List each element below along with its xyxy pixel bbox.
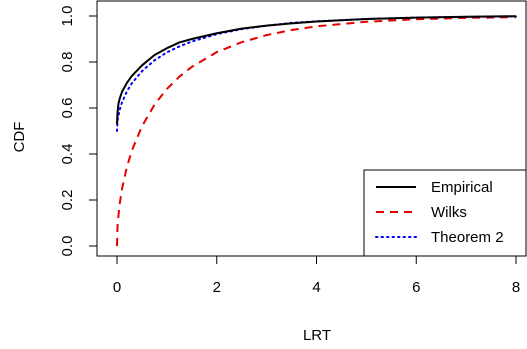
y-axis-title: CDF [11,122,28,153]
legend-label: Theorem 2 [431,229,504,246]
y-tick-label: 0.4 [59,144,76,165]
x-tick-label: 4 [312,279,320,296]
x-tick-label: 0 [113,279,121,296]
series-line-empirical [116,15,517,125]
legend: Empirical Wilks Theorem 2 [363,169,527,257]
y-tick-label: 0.2 [59,190,76,211]
y-tick-label: 0.6 [59,98,76,119]
y-tick-label: 1.0 [59,6,76,27]
series-line-theorem-2 [116,15,517,132]
legend-label: Empirical [431,179,493,196]
x-axis-title: LRT [303,327,331,344]
x-tick-label: 8 [512,279,520,296]
x-axis: 0 2 4 6 8 [113,255,520,296]
series-layer [116,15,517,247]
series-line-wilks [116,16,517,247]
y-tick-label: 0.8 [59,52,76,73]
y-tick-label: 0.0 [59,236,76,257]
y-axis: 0.0 0.2 0.4 0.6 0.8 1.0 [59,6,98,257]
legend-label: Wilks [431,204,467,221]
x-tick-label: 6 [412,279,420,296]
x-tick-label: 2 [213,279,221,296]
